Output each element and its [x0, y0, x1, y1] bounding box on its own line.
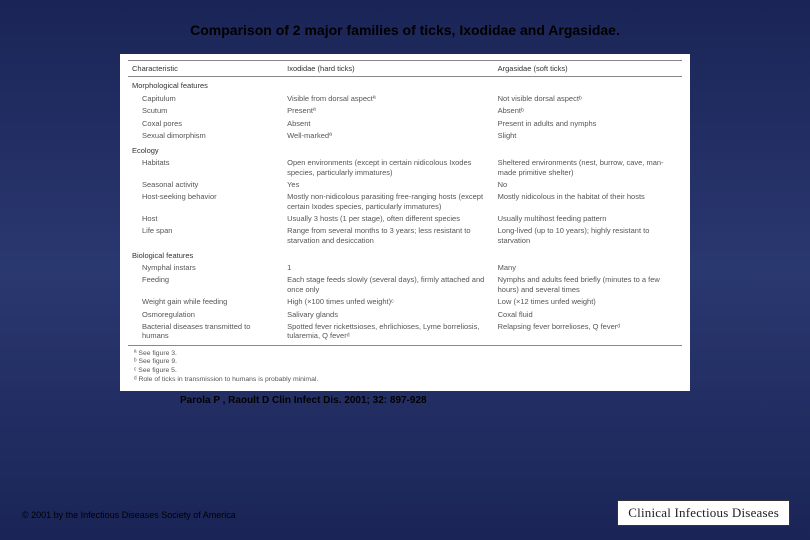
table-row: Bacterial diseases transmitted to humans…	[128, 320, 682, 345]
footnote: ᶜ See figure 5.	[134, 367, 678, 376]
cell-characteristic: Life span	[128, 225, 283, 247]
copyright-text: © 2001 by the Infectious Diseases Societ…	[22, 510, 236, 520]
table-row: HostUsually 3 hosts (1 per stage), often…	[128, 213, 682, 225]
cell-argasidae: Slight	[494, 129, 682, 141]
table-row: OsmoregulationSalivary glandsCoxal fluid	[128, 308, 682, 320]
cell-characteristic: Scutum	[128, 105, 283, 117]
footnote: ᵇ See figure 9.	[134, 358, 678, 367]
citation: Parola P , Raoult D Clin Infect Dis. 200…	[180, 395, 810, 406]
col-characteristic: Characteristic	[128, 61, 283, 77]
cell-characteristic: Sexual dimorphism	[128, 129, 283, 141]
cell-ixodidae: High (×100 times unfed weight)ᶜ	[283, 296, 494, 308]
cell-ixodidae: Range from several months to 3 years; le…	[283, 225, 494, 247]
journal-logo: Clinical Infectious Diseases	[617, 500, 790, 526]
cell-ixodidae: Open environments (except in certain nid…	[283, 157, 494, 179]
cell-characteristic: Weight gain while feeding	[128, 296, 283, 308]
section-label: Morphological features	[128, 77, 682, 92]
cell-characteristic: Capitulum	[128, 92, 283, 104]
cell-characteristic: Coxal pores	[128, 117, 283, 129]
table-header-row: Characteristic Ixodidae (hard ticks) Arg…	[128, 61, 682, 77]
slide: Comparison of 2 major families of ticks,…	[0, 0, 810, 540]
cell-argasidae: Not visible dorsal aspectᵇ	[494, 92, 682, 104]
cell-characteristic: Host-seeking behavior	[128, 191, 283, 213]
comparison-table-container: Characteristic Ixodidae (hard ticks) Arg…	[120, 54, 690, 391]
col-ixodidae: Ixodidae (hard ticks)	[283, 61, 494, 77]
cell-argasidae: Relapsing fever borrelioses, Q feverᵈ	[494, 320, 682, 345]
table-row: CapitulumVisible from dorsal aspectªNot …	[128, 92, 682, 104]
table-row: Host-seeking behaviorMostly non-nidicolo…	[128, 191, 682, 213]
table-row: FeedingEach stage feeds slowly (several …	[128, 274, 682, 296]
cell-ixodidae: Mostly non-nidicolous parasiting free-ra…	[283, 191, 494, 213]
table-body: Morphological featuresCapitulumVisible f…	[128, 77, 682, 345]
cell-characteristic: Seasonal activity	[128, 178, 283, 190]
cell-ixodidae: Salivary glands	[283, 308, 494, 320]
table-row: Seasonal activityYesNo	[128, 178, 682, 190]
cell-ixodidae: Visible from dorsal aspectª	[283, 92, 494, 104]
table-row: HabitatsOpen environments (except in cer…	[128, 157, 682, 179]
cell-argasidae: Long-lived (up to 10 years); highly resi…	[494, 225, 682, 247]
comparison-table: Characteristic Ixodidae (hard ticks) Arg…	[128, 60, 682, 346]
cell-argasidae: Many	[494, 262, 682, 274]
cell-argasidae: Absentᵇ	[494, 105, 682, 117]
cell-ixodidae: Each stage feeds slowly (several days), …	[283, 274, 494, 296]
cell-ixodidae: Spotted fever rickettsioses, ehrlichiose…	[283, 320, 494, 345]
cell-argasidae: Nymphs and adults feed briefly (minutes …	[494, 274, 682, 296]
cell-ixodidae: Absent	[283, 117, 494, 129]
section-label: Biological features	[128, 247, 682, 262]
cell-ixodidae: Usually 3 hosts (1 per stage), often dif…	[283, 213, 494, 225]
cell-ixodidae: Presentª	[283, 105, 494, 117]
cell-characteristic: Feeding	[128, 274, 283, 296]
table-row: Coxal poresAbsentPresent in adults and n…	[128, 117, 682, 129]
table-row: Nymphal instars1Many	[128, 262, 682, 274]
table-row: Weight gain while feedingHigh (×100 time…	[128, 296, 682, 308]
footnote: ª See figure 3.	[134, 350, 678, 359]
cell-argasidae: Present in adults and nymphs	[494, 117, 682, 129]
section-row: Biological features	[128, 247, 682, 262]
table-row: ScutumPresentªAbsentᵇ	[128, 105, 682, 117]
cell-ixodidae: Yes	[283, 178, 494, 190]
cell-characteristic: Habitats	[128, 157, 283, 179]
cell-characteristic: Osmoregulation	[128, 308, 283, 320]
cell-argasidae: Low (×12 times unfed weight)	[494, 296, 682, 308]
cell-characteristic: Nymphal instars	[128, 262, 283, 274]
section-row: Morphological features	[128, 77, 682, 92]
cell-argasidae: Coxal fluid	[494, 308, 682, 320]
cell-argasidae: Mostly nidicolous in the habitat of thei…	[494, 191, 682, 213]
col-argasidae: Argasidae (soft ticks)	[494, 61, 682, 77]
cell-ixodidae: 1	[283, 262, 494, 274]
section-row: Ecology	[128, 142, 682, 157]
cell-ixodidae: Well-markedª	[283, 129, 494, 141]
cell-argasidae: Sheltered environments (nest, burrow, ca…	[494, 157, 682, 179]
section-label: Ecology	[128, 142, 682, 157]
cell-characteristic: Host	[128, 213, 283, 225]
slide-title: Comparison of 2 major families of ticks,…	[0, 0, 810, 46]
cell-argasidae: No	[494, 178, 682, 190]
footnote: ᵈ Role of ticks in transmission to human…	[134, 376, 678, 385]
table-row: Sexual dimorphismWell-markedªSlight	[128, 129, 682, 141]
footnotes: ª See figure 3.ᵇ See figure 9.ᶜ See figu…	[128, 346, 682, 387]
cell-argasidae: Usually multihost feeding pattern	[494, 213, 682, 225]
table-row: Life spanRange from several months to 3 …	[128, 225, 682, 247]
cell-characteristic: Bacterial diseases transmitted to humans	[128, 320, 283, 345]
